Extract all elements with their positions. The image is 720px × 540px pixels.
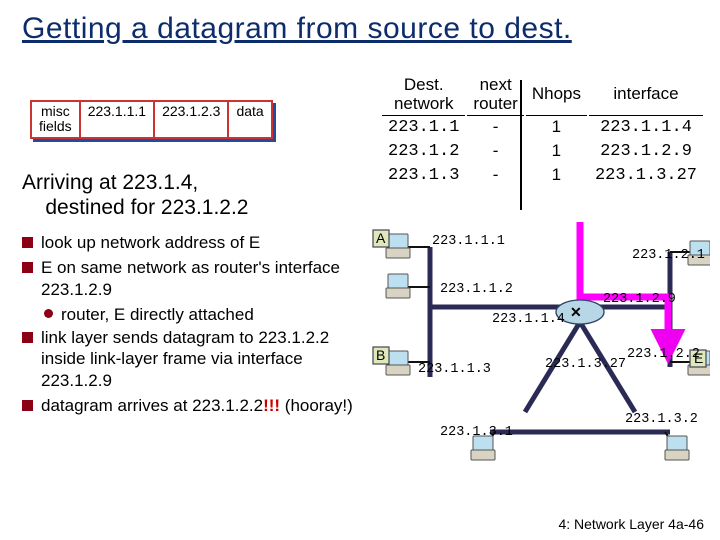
subtitle: Arriving at 223.1.4, destined for 223.1.…	[22, 170, 249, 220]
bullet-3-text: link layer sends datagram to 223.1.2.2 i…	[41, 327, 362, 391]
host-icon	[386, 274, 410, 298]
rt-h-iface: interface	[589, 76, 703, 113]
rt-h-next: next router	[467, 76, 523, 113]
rt-1-router: -	[467, 140, 523, 162]
rt-h-dest: Dest. network	[382, 76, 465, 113]
bullet-2-text: E on same network as router's interface …	[41, 257, 362, 300]
rt-h-nhops: Nhops	[526, 76, 587, 113]
bullet-3: link layer sends datagram to 223.1.2.2 i…	[22, 327, 362, 391]
ip-r3: 223.1.3.27	[545, 357, 626, 372]
ip-r2: 223.1.2.9	[603, 292, 676, 307]
routing-table: Dest. network next router Nhops interfac…	[380, 74, 705, 188]
bullet-2-sub: router, E directly attached	[44, 304, 362, 325]
rt-0-hops: 1	[526, 115, 587, 138]
subbullet-icon	[44, 309, 53, 318]
rt-2-net: 223.1.3	[382, 164, 465, 186]
packet-data: data	[229, 102, 270, 137]
bullet-icon	[22, 400, 33, 411]
bullet-4b: !!!	[263, 396, 280, 415]
rt-0-net: 223.1.1	[382, 115, 465, 138]
rt-2-hops: 1	[526, 164, 587, 186]
bullet-1: look up network address of E	[22, 232, 362, 253]
rt-0-router: -	[467, 115, 523, 138]
node-a-label: A	[376, 230, 386, 246]
ip-r1: 223.1.1.4	[492, 312, 565, 327]
ip-a2: 223.1.1.2	[440, 282, 513, 297]
bullet-4c: (hooray!)	[280, 396, 353, 415]
ip-a: 223.1.1.1	[432, 234, 505, 249]
rt-1-hops: 1	[526, 140, 587, 162]
ip-31: 223.1.3.1	[440, 425, 513, 440]
route-arrow	[580, 222, 668, 350]
slide-footer: 4: Network Layer 4a-46	[558, 516, 704, 532]
bullet-1-text: look up network address of E	[41, 232, 362, 253]
table-row: 223.1.2 - 1 223.1.2.9	[382, 140, 703, 162]
bullet-icon	[22, 262, 33, 273]
host-icon	[665, 436, 689, 460]
table-row: 223.1.1 - 1 223.1.1.4	[382, 115, 703, 138]
host-b-icon	[386, 351, 410, 375]
ip-e: 223.1.2.2	[627, 347, 700, 362]
ip-21: 223.1.2.1	[632, 248, 705, 263]
bullet-icon	[22, 237, 33, 248]
packet-src: 223.1.1.1	[81, 102, 155, 137]
rt-0-iface: 223.1.1.4	[589, 115, 703, 138]
ip-32: 223.1.3.2	[625, 412, 698, 427]
packet-dst: 223.1.2.3	[155, 102, 229, 137]
packet-misc: misc fields	[32, 102, 81, 137]
ip-b: 223.1.1.3	[418, 362, 491, 377]
table-row: 223.1.3 - 1 223.1.3.27	[382, 164, 703, 186]
bullet-4: datagram arrives at 223.1.2.2!!! (hooray…	[22, 395, 362, 416]
bullet-2: E on same network as router's interface …	[22, 257, 362, 300]
bullet-4-text: datagram arrives at 223.1.2.2!!! (hooray…	[41, 395, 362, 416]
table-divider	[520, 80, 522, 210]
router-x-icon: ✕	[570, 304, 582, 320]
bullet-4a: datagram arrives at 223.1.2.2	[41, 396, 263, 415]
packet-box: misc fields 223.1.1.1 223.1.2.3 data	[30, 100, 273, 139]
rt-1-net: 223.1.2	[382, 140, 465, 162]
slide-title: Getting a datagram from source to dest.	[22, 12, 572, 46]
rt-1-iface: 223.1.2.9	[589, 140, 703, 162]
bullet-list: look up network address of E E on same n…	[22, 232, 362, 420]
rt-2-iface: 223.1.3.27	[589, 164, 703, 186]
bullet-2-sub-text: router, E directly attached	[61, 304, 254, 325]
bullet-icon	[22, 332, 33, 343]
node-b-label: B	[376, 347, 385, 363]
rt-2-router: -	[467, 164, 523, 186]
network-diagram: ✕ A B E 223.1.1.1 223.1.1.2 223.1.1.3 22…	[370, 222, 710, 484]
host-a-icon	[386, 234, 410, 258]
